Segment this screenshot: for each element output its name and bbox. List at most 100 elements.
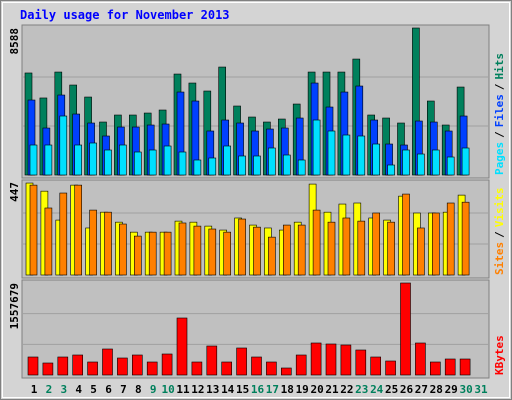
y-tick-label: 8588 xyxy=(8,28,21,55)
bar xyxy=(372,143,381,176)
x-tick-label: 11 xyxy=(176,383,190,396)
bar xyxy=(310,342,322,376)
x-tick-label: 8 xyxy=(135,383,142,396)
bar xyxy=(327,221,336,276)
bar xyxy=(312,209,321,276)
bar xyxy=(44,207,53,276)
bar xyxy=(325,343,337,376)
bar xyxy=(146,361,158,376)
legend: Pages / Files / Hits xyxy=(493,53,506,175)
bar xyxy=(206,345,218,376)
bar xyxy=(89,142,97,176)
bar xyxy=(357,220,366,276)
bar xyxy=(342,217,351,276)
bar xyxy=(134,235,142,276)
chart-title: Daily usage for November 2013 xyxy=(20,8,230,22)
legend-entry: Files xyxy=(493,94,506,127)
bar xyxy=(431,212,440,276)
x-tick-label: 7 xyxy=(120,383,127,396)
bar xyxy=(119,144,127,176)
bar xyxy=(280,367,292,376)
y-tick-label: 1557679 xyxy=(8,283,21,329)
y-tick-label: 447 xyxy=(8,182,21,202)
bar xyxy=(282,154,291,176)
bar xyxy=(59,192,68,276)
bar xyxy=(72,354,83,376)
bar xyxy=(163,231,172,276)
bar xyxy=(266,361,277,376)
bar xyxy=(148,231,157,276)
bar xyxy=(251,356,262,376)
bar xyxy=(253,226,261,276)
bar xyxy=(74,184,82,276)
x-tick-label: 31 xyxy=(474,383,488,396)
x-tick-label: 16 xyxy=(251,383,265,396)
bar xyxy=(87,361,98,376)
legend-entry: Pages xyxy=(493,142,506,175)
bar xyxy=(191,361,203,376)
x-tick-label: 10 xyxy=(161,383,174,396)
x-tick-label: 12 xyxy=(191,383,204,396)
legend: KBytes xyxy=(493,335,506,375)
bar xyxy=(387,164,395,176)
legend-entry: Hits xyxy=(493,53,506,80)
bar xyxy=(415,342,426,376)
x-tick-label: 27 xyxy=(415,383,428,396)
bar xyxy=(431,149,440,176)
bar xyxy=(327,130,336,176)
bar xyxy=(104,211,112,276)
bar xyxy=(208,157,217,176)
bar xyxy=(268,236,276,276)
bar xyxy=(178,151,187,176)
x-tick-label: 3 xyxy=(60,383,67,396)
bar xyxy=(178,222,187,276)
bar xyxy=(295,354,307,376)
x-tick-label: 1 xyxy=(31,383,38,396)
bar xyxy=(402,193,410,276)
bar xyxy=(312,119,321,176)
bar xyxy=(102,348,113,376)
bar xyxy=(29,184,38,276)
bar xyxy=(42,362,54,376)
bar xyxy=(461,147,470,176)
bar xyxy=(238,155,246,176)
bar xyxy=(59,115,68,176)
x-tick-label: 26 xyxy=(400,383,414,396)
bar xyxy=(459,358,471,376)
bar xyxy=(340,344,352,376)
x-tick-label: 28 xyxy=(430,383,443,396)
bar xyxy=(223,145,231,176)
bar xyxy=(193,225,202,276)
bar xyxy=(104,149,112,176)
x-tick-label: 23 xyxy=(355,383,368,396)
legend-entry: KBytes xyxy=(493,335,506,375)
x-tick-label: 15 xyxy=(236,383,249,396)
bar xyxy=(117,357,128,376)
bar xyxy=(176,317,188,376)
bar xyxy=(119,223,127,276)
x-tick-label: 5 xyxy=(90,383,97,396)
bar xyxy=(297,159,306,176)
x-tick-label: 6 xyxy=(105,383,112,396)
bar xyxy=(268,147,276,176)
bar xyxy=(208,228,217,276)
bar xyxy=(221,361,232,376)
legend: Sites / Visits xyxy=(493,188,506,276)
bar xyxy=(238,218,246,276)
bar xyxy=(387,221,395,276)
bar xyxy=(29,144,38,176)
legend-separator: / xyxy=(493,131,506,138)
bar xyxy=(370,356,382,376)
bar xyxy=(282,224,291,276)
bar xyxy=(385,360,396,376)
bar xyxy=(236,347,247,376)
x-tick-label: 24 xyxy=(370,383,384,396)
bar xyxy=(355,349,367,376)
bar xyxy=(27,356,39,376)
bar xyxy=(429,361,441,376)
legend-entry: Sites xyxy=(493,242,506,275)
bar xyxy=(253,155,261,176)
